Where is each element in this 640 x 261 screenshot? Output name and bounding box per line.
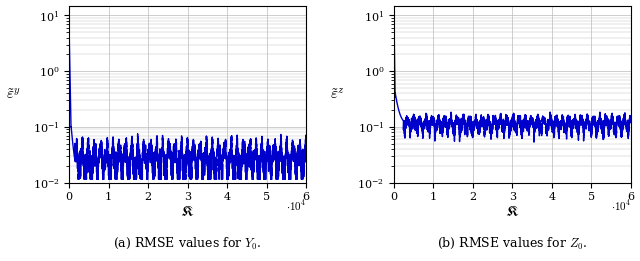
- Text: $\cdot 10^4$: $\cdot 10^4$: [611, 199, 631, 213]
- X-axis label: $\mathfrak{K}$: $\mathfrak{K}$: [180, 205, 195, 219]
- Text: (b) RMSE values for $Z_0$.: (b) RMSE values for $Z_0$.: [437, 235, 588, 251]
- Text: $\cdot 10^4$: $\cdot 10^4$: [286, 199, 306, 213]
- Text: (a) RMSE values for $Y_0$.: (a) RMSE values for $Y_0$.: [113, 235, 262, 251]
- X-axis label: $\mathfrak{K}$: $\mathfrak{K}$: [506, 205, 520, 219]
- Y-axis label: $\tilde{\varepsilon}^z$: $\tilde{\varepsilon}^z$: [330, 87, 346, 102]
- Y-axis label: $\tilde{\varepsilon}^y$: $\tilde{\varepsilon}^y$: [6, 87, 20, 102]
